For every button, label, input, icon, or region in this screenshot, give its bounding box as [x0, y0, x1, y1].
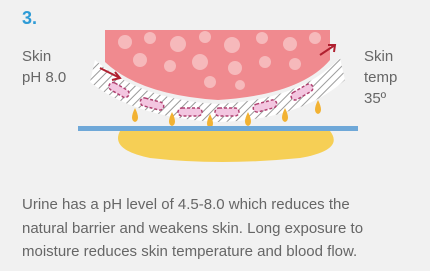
- caption-line: Urine has a pH level of 4.5-8.0 which re…: [22, 193, 363, 217]
- right-label: Skin temp 35º: [364, 46, 397, 109]
- step-number: 3.: [22, 8, 37, 29]
- label-line: 35º: [364, 88, 397, 109]
- surface: [78, 126, 358, 131]
- page: 3. Skin pH 8.0 Skin temp 35º Urine has a…: [0, 0, 430, 271]
- caption-line: moisture reduces skin temperature and bl…: [22, 240, 363, 264]
- caption: Urine has a pH level of 4.5-8.0 which re…: [22, 193, 363, 264]
- left-label: Skin pH 8.0: [22, 46, 66, 88]
- puddle: [118, 131, 334, 162]
- caption-line: natural barrier and weakens skin. Long e…: [22, 217, 363, 241]
- label-line: temp: [364, 67, 397, 88]
- label-line: Skin: [22, 46, 66, 67]
- label-line: pH 8.0: [22, 67, 66, 88]
- label-line: Skin: [364, 46, 397, 67]
